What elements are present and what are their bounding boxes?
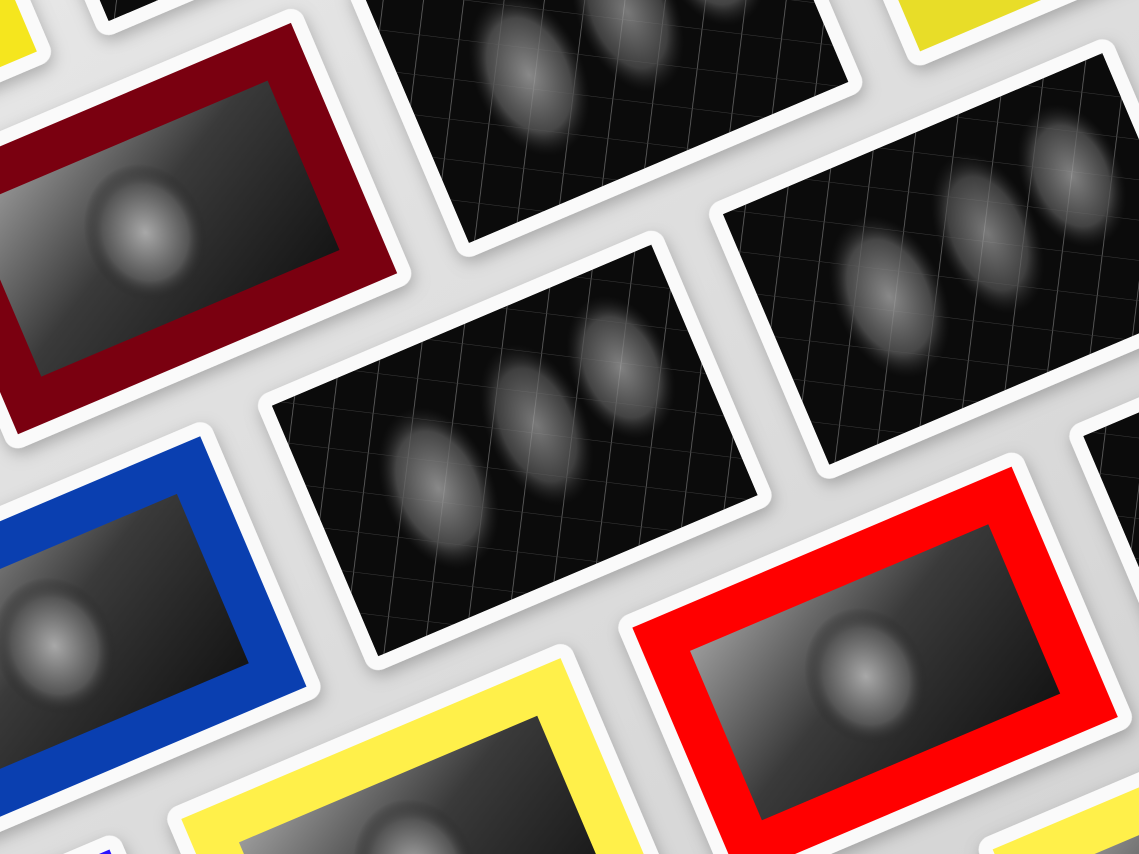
photo-portrait: [354, 388, 523, 588]
photo-portrait: [548, 0, 707, 110]
photo-portrait: [445, 0, 614, 175]
photo-subject: [804, 607, 928, 745]
photo-portrait: [996, 87, 1139, 265]
card: [709, 39, 1139, 479]
photo-portrait: [457, 327, 616, 523]
photo-portrait: [545, 278, 697, 457]
photo-subject: [83, 163, 207, 302]
photo-portrait: [908, 135, 1067, 332]
photo-portrait: [805, 197, 974, 397]
card: [618, 452, 1132, 854]
card: [0, 422, 321, 854]
photo: [238, 715, 610, 854]
card: [348, 0, 863, 257]
photo-subject: [0, 577, 117, 715]
photo-subject: [353, 799, 477, 854]
card: [0, 8, 412, 449]
card: [258, 230, 772, 671]
card: [167, 644, 681, 854]
